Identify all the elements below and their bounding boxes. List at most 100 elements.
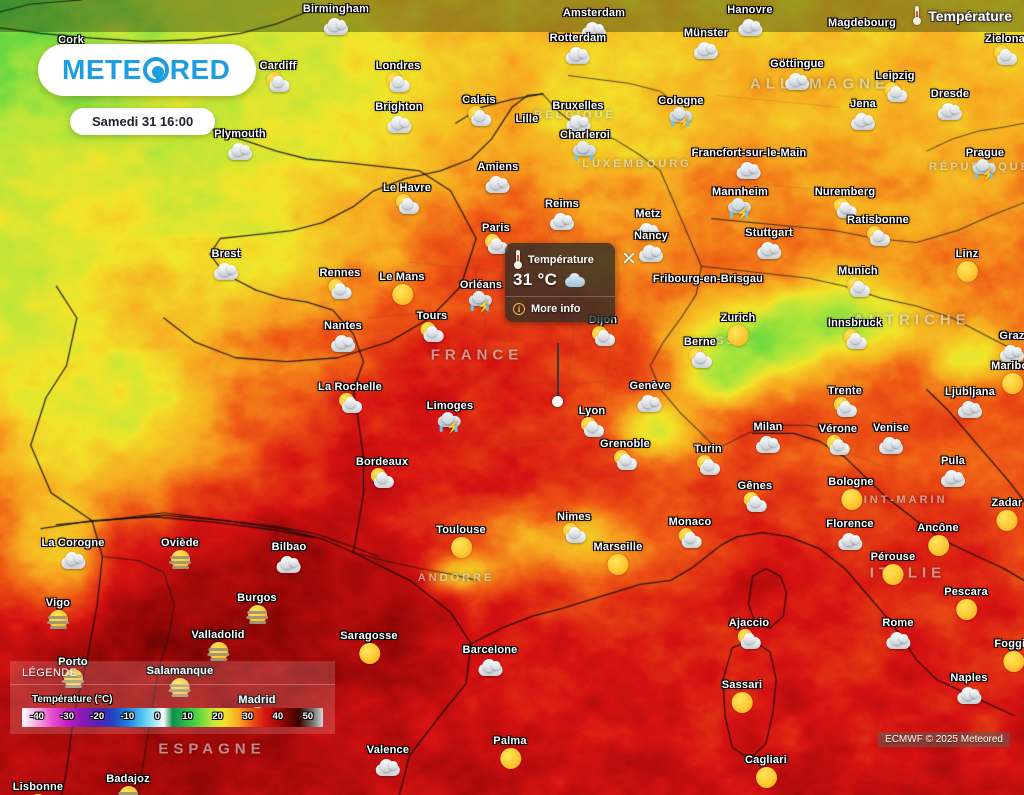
- city-label[interactable]: Metz: [633, 208, 663, 242]
- city-label[interactable]: Magdebourg: [828, 17, 896, 29]
- more-info-button[interactable]: i More info: [505, 297, 615, 322]
- city-label[interactable]: Oviède: [161, 537, 199, 571]
- city-label[interactable]: Graz: [997, 330, 1024, 364]
- city-label[interactable]: Tours: [417, 310, 448, 344]
- forecast-time-pill[interactable]: Samedi 31 16:00: [70, 108, 216, 135]
- city-label[interactable]: Salamanque: [147, 665, 214, 699]
- city-label[interactable]: Ljubljana: [945, 386, 995, 420]
- city-label[interactable]: Dresde: [931, 88, 970, 122]
- city-label[interactable]: Leipzig: [875, 70, 914, 104]
- legend-colorbar[interactable]: -40 -30 -20 -10 0 10 20 30 40 50: [22, 708, 323, 727]
- city-label[interactable]: Grenoble: [600, 438, 650, 472]
- city-label[interactable]: Stuttgart: [745, 227, 793, 261]
- city-label[interactable]: Prague ⚡: [966, 147, 1005, 181]
- city-label[interactable]: Toulouse: [436, 524, 486, 558]
- city-label[interactable]: Amiens: [478, 161, 519, 195]
- city-label[interactable]: Pula: [938, 455, 968, 489]
- city-label[interactable]: Palma: [493, 735, 527, 769]
- city-label[interactable]: Münster: [684, 27, 728, 61]
- city-label[interactable]: Gênes: [738, 480, 773, 514]
- city-label[interactable]: La Corogne: [41, 537, 104, 571]
- city-label[interactable]: Rome: [882, 617, 913, 651]
- city-label[interactable]: Lyon: [577, 405, 607, 439]
- city-label[interactable]: Amsterdam: [563, 7, 625, 41]
- city-label[interactable]: Nancy: [634, 230, 668, 264]
- city-label[interactable]: Linz: [952, 248, 982, 282]
- city-label[interactable]: Genève: [630, 380, 671, 414]
- city-label[interactable]: Londres: [376, 60, 421, 94]
- city-label[interactable]: Jena: [848, 98, 878, 132]
- city-label[interactable]: Munich: [838, 265, 878, 299]
- city-label[interactable]: Foggia: [994, 638, 1024, 672]
- city-label[interactable]: Le Havre: [383, 182, 431, 216]
- city-label[interactable]: Brighton: [375, 101, 423, 135]
- city-label[interactable]: Cologne ⚡: [658, 95, 703, 129]
- city-label[interactable]: Göttingue: [770, 58, 824, 92]
- city-label[interactable]: Barcelone: [463, 644, 518, 678]
- city-label[interactable]: Bruxelles: [552, 100, 603, 134]
- city-label[interactable]: Berne: [684, 336, 716, 370]
- city-label[interactable]: Bilbao: [272, 541, 307, 575]
- city-label[interactable]: Nuremberg: [815, 186, 875, 220]
- city-label[interactable]: Lille: [515, 113, 538, 125]
- city-label[interactable]: Lisbonne: [13, 781, 64, 795]
- city-label[interactable]: Zielona: [985, 33, 1024, 67]
- city-label[interactable]: Cagliari: [745, 754, 787, 788]
- city-label[interactable]: Calais: [462, 94, 496, 128]
- temperature-tooltip[interactable]: Température 31 °C i More info: [505, 243, 615, 407]
- city-label[interactable]: Le Mans: [379, 271, 425, 305]
- close-icon[interactable]: [619, 248, 639, 268]
- city-label[interactable]: Limoges ⚡: [427, 400, 474, 434]
- city-label[interactable]: Bordeaux: [356, 456, 408, 490]
- city-label[interactable]: Orléans ⚡: [460, 279, 502, 313]
- city-label[interactable]: Florence: [826, 518, 874, 552]
- city-label[interactable]: Zurich: [721, 312, 756, 346]
- city-label[interactable]: Rotterdam: [550, 32, 607, 66]
- city-label[interactable]: Paris: [481, 222, 511, 256]
- city-label[interactable]: Reims: [545, 198, 579, 232]
- city-label[interactable]: Vigo: [43, 597, 73, 631]
- city-label[interactable]: Porto: [58, 656, 88, 690]
- city-label[interactable]: Milan: [753, 421, 783, 455]
- city-label[interactable]: Sassari: [722, 679, 763, 713]
- city-label[interactable]: Turin: [693, 443, 723, 477]
- city-label[interactable]: Cardiff: [260, 60, 297, 94]
- city-label[interactable]: Ratisbonne: [847, 214, 909, 248]
- city-label[interactable]: Valladolid: [191, 629, 244, 663]
- city-label[interactable]: Plymouth: [214, 128, 266, 162]
- city-label[interactable]: Ajaccio: [729, 617, 770, 651]
- city-label[interactable]: Birmingham: [303, 3, 369, 37]
- city-label[interactable]: Nimes: [557, 511, 591, 545]
- city-label[interactable]: Cork: [58, 34, 84, 46]
- city-label[interactable]: Zadar: [992, 497, 1023, 531]
- city-label[interactable]: Burgos: [237, 592, 277, 626]
- city-label[interactable]: Brest: [211, 248, 241, 282]
- city-label[interactable]: Vérone: [819, 423, 858, 457]
- city-label[interactable]: Ancône: [917, 522, 959, 556]
- city-label[interactable]: Badajoz: [106, 773, 150, 795]
- city-label[interactable]: Mannheim ⚡: [712, 186, 768, 220]
- city-label[interactable]: Valence: [367, 744, 409, 778]
- city-label[interactable]: Pérouse: [871, 551, 916, 585]
- city-label[interactable]: Rennes: [320, 267, 361, 301]
- city-label[interactable]: Monaco: [669, 516, 712, 550]
- city-label[interactable]: Venise: [873, 422, 909, 456]
- meteored-logo[interactable]: METE RED: [38, 44, 257, 96]
- city-label[interactable]: Innsbruck: [828, 317, 882, 351]
- city-label[interactable]: Naples: [950, 672, 987, 706]
- city-label[interactable]: Nantes: [324, 320, 362, 354]
- cloud-icon: [384, 113, 414, 135]
- city-label[interactable]: Fribourg-en-Brisgau: [653, 273, 763, 285]
- city-label[interactable]: Francfort-sur-le-Main: [692, 147, 807, 181]
- city-label[interactable]: La Rochelle: [318, 381, 382, 415]
- city-label[interactable]: Hanovre: [727, 4, 773, 38]
- city-label[interactable]: Marseille: [594, 541, 643, 575]
- active-layer-label[interactable]: Température: [912, 6, 1012, 25]
- city-label[interactable]: Pescara: [944, 586, 988, 620]
- city-label[interactable]: Maribor: [991, 360, 1024, 394]
- city-label[interactable]: Charleroi: [560, 129, 610, 163]
- city-label[interactable]: Trente: [828, 385, 862, 419]
- city-label[interactable]: Saragosse: [340, 630, 398, 664]
- city-label[interactable]: Bologne: [828, 476, 874, 510]
- legend-panel[interactable]: LÉGENDE Température (°C) -40 -30 -20 -10 0 10…: [10, 661, 335, 734]
